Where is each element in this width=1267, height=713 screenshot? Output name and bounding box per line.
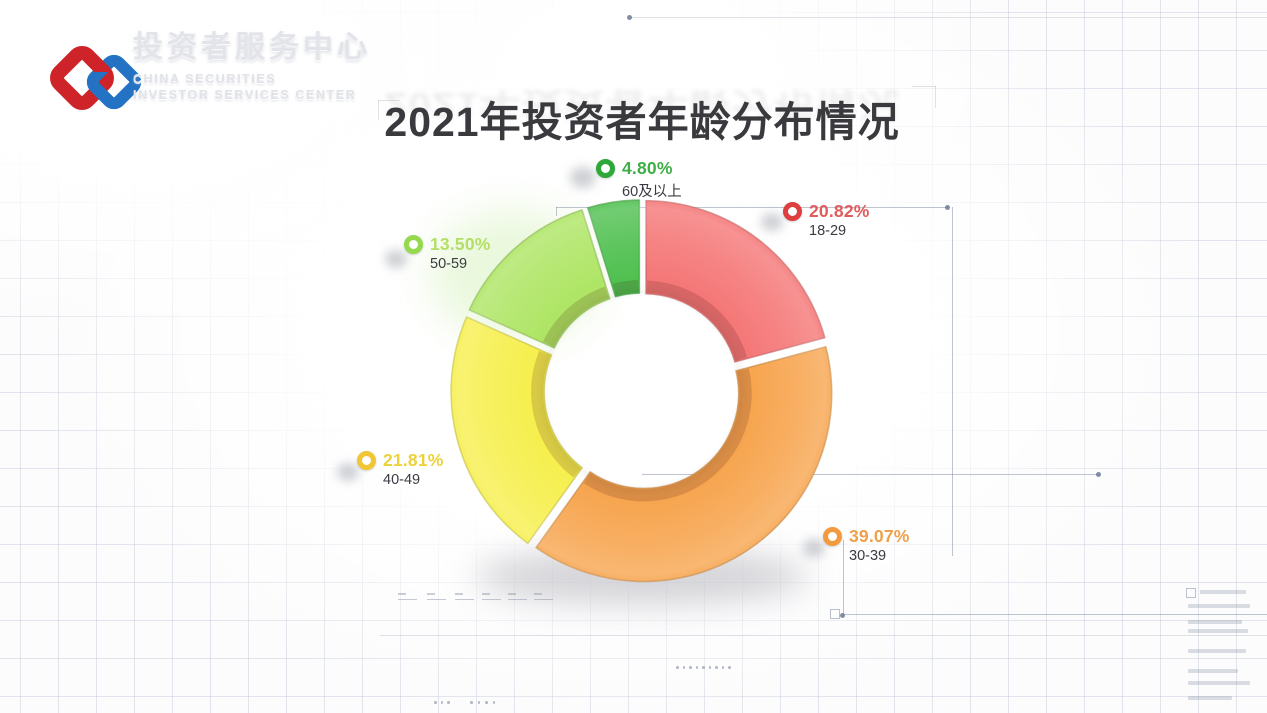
callout-40-49: 21.81% 40-49 [357,450,444,488]
legend-ring-icon [404,235,423,254]
legend-ring-icon [357,451,376,470]
legend-ring-icon [823,527,842,546]
callout-age-range: 50-59 [430,256,468,272]
callout-60及以上: 4.80% 60及以上 [596,158,682,201]
callout-18-29: 20.82% 18-29 [783,201,870,239]
callout-percent: 39.07% [849,526,910,546]
callout-percent: 4.80% [622,158,673,178]
callout-50-59: 13.50% 50-59 [404,234,491,272]
callout-percent: 20.82% [809,201,870,221]
callout-age-range: 18-29 [809,223,847,239]
legend-ring-icon [783,202,802,221]
callout-age-range: 60及以上 [622,184,682,200]
brand-name-en-2: INVESTOR SERVICES CENTER [133,88,357,102]
brand-name-en-1: CHINA SECURITIES [133,72,277,86]
callout-percent: 21.81% [383,450,444,470]
callout-30-39: 39.07% 30-39 [823,526,910,564]
soft-shadow-blob [337,463,359,481]
legend-ring-icon [596,159,615,178]
callout-age-range: 30-39 [849,548,887,564]
donut-gloss-overlay [451,200,833,582]
chart-title: 2021年投资者年龄分布情况 [384,99,900,145]
callout-percent: 13.50% [430,234,491,254]
brand-name-cn: 投资者服务中心 [133,31,371,64]
callout-age-range: 40-49 [383,472,421,488]
